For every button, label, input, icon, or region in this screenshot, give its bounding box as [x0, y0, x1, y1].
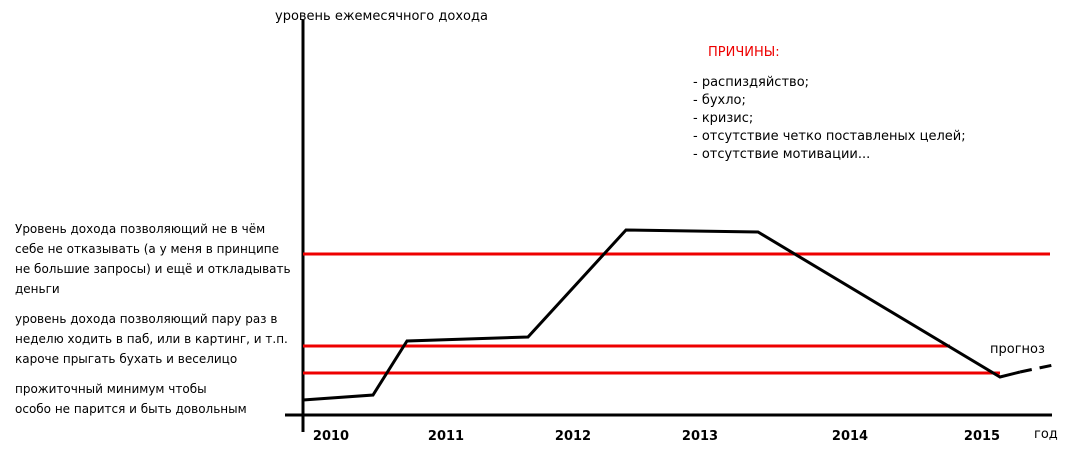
y-label: уровень ежемесячного дохода	[275, 9, 488, 24]
income-line	[302, 228, 1021, 402]
x-tick-label: 2012	[555, 429, 591, 444]
reason: - кризис;	[693, 111, 753, 126]
x-tick-label: 2011	[428, 429, 464, 444]
x-tick-label: 2014	[832, 429, 868, 444]
level-label: уровень дохода позволяющий пару раз в	[15, 312, 277, 326]
level-label: неделю ходить в паб, или в картинг, и т.…	[15, 332, 288, 346]
level-label: себе не отказывать (а у меня в принципе	[15, 242, 279, 256]
reason: - бухло;	[693, 93, 746, 108]
reason: - распиздяйство;	[693, 75, 809, 90]
x-label: год	[1034, 427, 1058, 442]
level-label: не большие запросы) и ещё и откладывать	[15, 262, 291, 276]
level-label: деньги	[15, 282, 60, 296]
x-tick-label: 2013	[682, 429, 718, 444]
level-label: кароче прыгать бухать и веселицо	[15, 352, 237, 366]
forecast-line	[1019, 362, 1059, 374]
reason: - отсутствие мотивации...	[693, 147, 870, 162]
reasons-title: ПРИЧИНЫ:	[708, 45, 780, 60]
level-label: прожиточный минимум чтобы	[15, 382, 207, 396]
forecast-label: прогноз	[990, 342, 1045, 357]
reason: - отсутствие четко поставленых целей;	[693, 129, 966, 144]
level-label: Уровень дохода позволяющий не в чём	[15, 222, 265, 236]
x-tick-label: 2010	[313, 429, 349, 444]
x-tick-label: 2015	[964, 429, 1000, 444]
level-label: особо не парится и быть довольным	[15, 402, 247, 416]
